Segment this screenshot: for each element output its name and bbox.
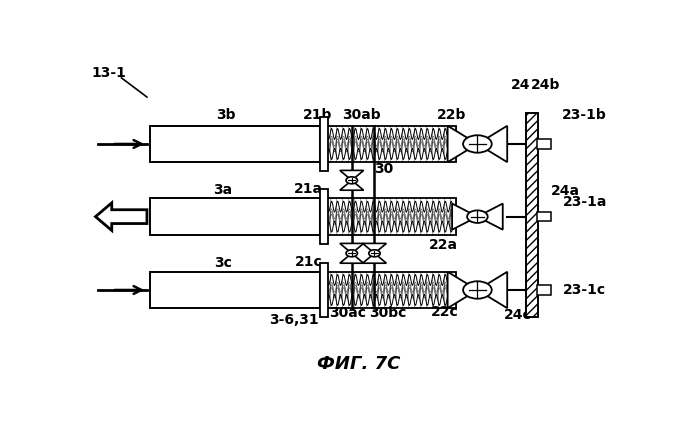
- Text: 24b: 24b: [531, 78, 560, 91]
- Circle shape: [369, 250, 380, 257]
- Text: 22a: 22a: [429, 238, 459, 252]
- Polygon shape: [320, 189, 328, 244]
- Text: 23-1c: 23-1c: [563, 283, 606, 297]
- Text: 24c: 24c: [504, 308, 531, 322]
- Circle shape: [467, 210, 488, 223]
- Polygon shape: [477, 272, 507, 308]
- Text: 21c: 21c: [294, 255, 322, 269]
- Polygon shape: [96, 203, 147, 230]
- Polygon shape: [324, 272, 456, 308]
- Polygon shape: [477, 126, 507, 162]
- Bar: [538, 212, 551, 221]
- Text: 30ac: 30ac: [329, 306, 366, 320]
- Text: 13-1: 13-1: [92, 66, 127, 80]
- Polygon shape: [324, 199, 456, 235]
- Polygon shape: [340, 243, 363, 253]
- Polygon shape: [340, 170, 363, 180]
- Text: 24: 24: [511, 78, 531, 91]
- Text: 22b: 22b: [437, 108, 466, 122]
- Polygon shape: [150, 272, 320, 308]
- Polygon shape: [340, 180, 363, 190]
- Bar: [526, 113, 538, 317]
- Polygon shape: [320, 263, 328, 317]
- Text: 23-1b: 23-1b: [562, 108, 607, 122]
- Circle shape: [346, 177, 357, 184]
- Text: 30bc: 30bc: [369, 306, 407, 320]
- Polygon shape: [324, 126, 456, 162]
- Polygon shape: [447, 126, 477, 162]
- Circle shape: [346, 250, 357, 257]
- Text: 24a: 24a: [551, 184, 579, 198]
- Text: 3c: 3c: [214, 256, 232, 270]
- Polygon shape: [340, 253, 363, 263]
- Polygon shape: [150, 126, 320, 162]
- Circle shape: [463, 281, 491, 299]
- Text: 3a: 3a: [213, 183, 232, 196]
- Bar: [538, 139, 551, 148]
- Bar: [538, 285, 551, 295]
- Text: 3-6,31: 3-6,31: [270, 313, 319, 327]
- Circle shape: [463, 135, 491, 153]
- Text: 22c: 22c: [431, 305, 459, 320]
- Polygon shape: [477, 204, 503, 230]
- Polygon shape: [452, 204, 477, 230]
- Text: 21b: 21b: [303, 108, 332, 122]
- Polygon shape: [447, 272, 477, 308]
- Text: 21a: 21a: [294, 181, 323, 196]
- Text: 23-1a: 23-1a: [563, 195, 607, 209]
- Polygon shape: [150, 199, 320, 235]
- Text: 30: 30: [375, 162, 394, 176]
- Polygon shape: [320, 117, 328, 171]
- Text: 30ab: 30ab: [342, 108, 380, 122]
- Polygon shape: [363, 243, 387, 253]
- Polygon shape: [363, 253, 387, 263]
- Text: 3b: 3b: [216, 108, 236, 122]
- Text: ФИГ. 7С: ФИГ. 7С: [317, 355, 400, 373]
